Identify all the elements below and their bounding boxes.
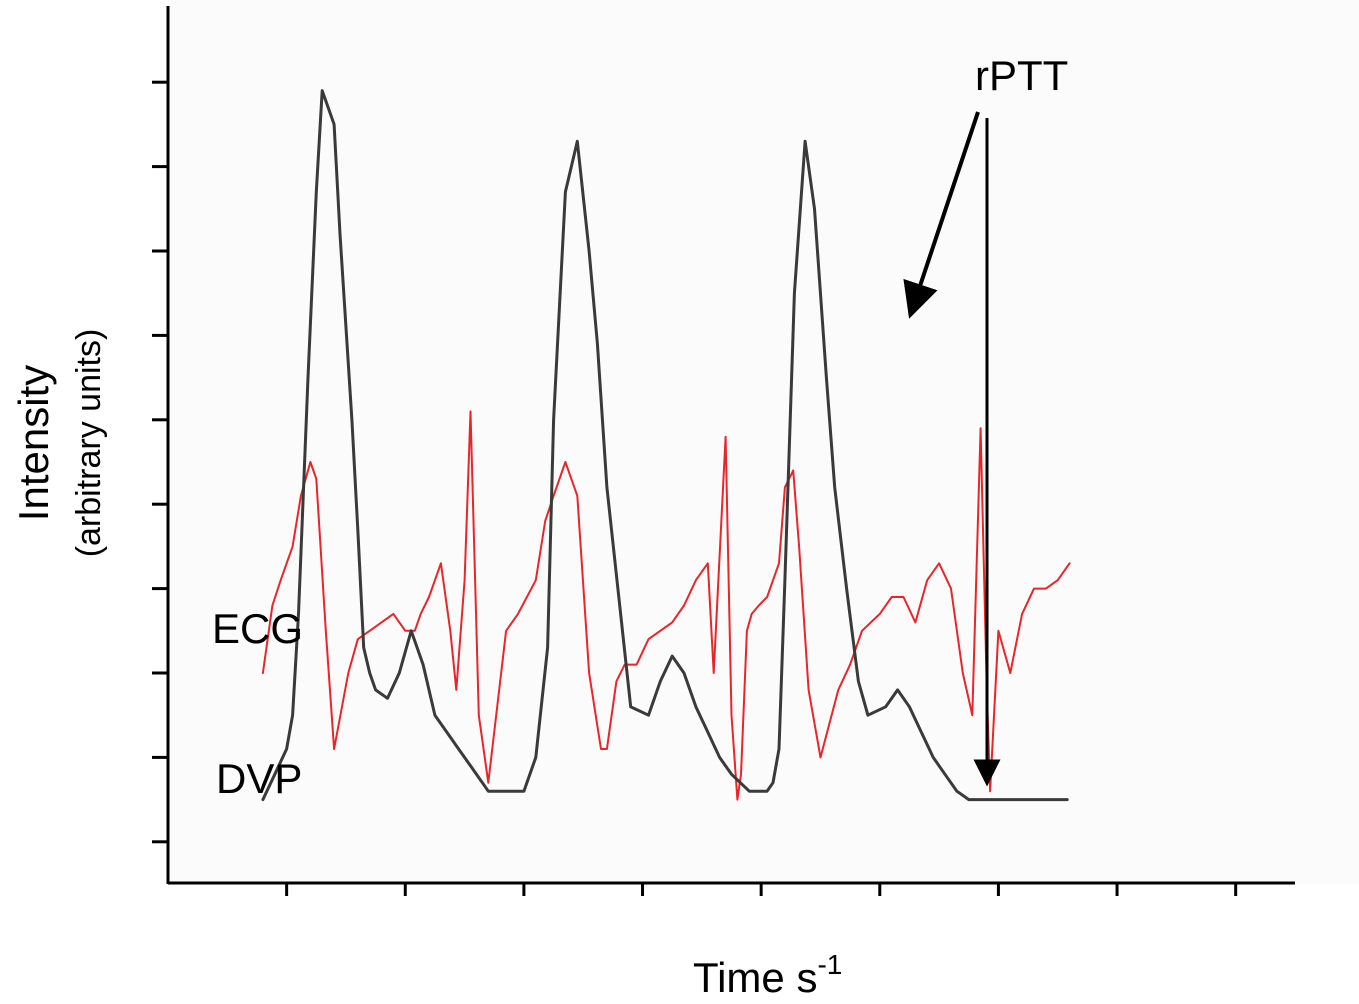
x-axis-title-superscript: -1	[817, 949, 842, 980]
x-axis-title-main: Time s	[693, 954, 817, 1001]
series-line-dvp	[261, 89, 1069, 802]
axis-ticks	[152, 80, 1238, 896]
annotation-label: rPTT	[975, 52, 1068, 99]
series-label-ecg: ECG	[212, 605, 303, 652]
y-axis-title: Intensity	[10, 365, 57, 521]
series-label-dvp: DVP	[216, 755, 302, 802]
y-axis-subtitle: (arbitrary units)	[70, 329, 108, 558]
plot-background	[168, 0, 1359, 884]
x-axis-title: Time s-1	[693, 949, 842, 1001]
series-group	[261, 89, 1071, 802]
annotation-arrow-diagonal	[903, 111, 980, 319]
y-axis-label: Intensity (arbitrary units)	[10, 329, 108, 558]
series-line-ecg	[261, 410, 1071, 801]
rptt-annotation: rPTT	[903, 52, 1068, 787]
